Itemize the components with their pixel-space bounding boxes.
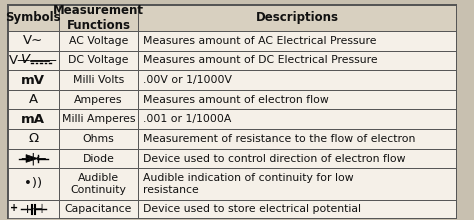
Text: .00V or 1/1000V: .00V or 1/1000V <box>143 75 232 85</box>
Bar <box>59 149 138 168</box>
Bar <box>138 51 457 70</box>
Bar <box>138 90 457 110</box>
Bar <box>8 4 59 31</box>
Text: V∼: V∼ <box>23 34 44 47</box>
Text: Measurement of resistance to the flow of electron: Measurement of resistance to the flow of… <box>143 134 416 144</box>
Text: mV: mV <box>21 73 45 86</box>
Bar <box>138 129 457 149</box>
Text: Audible indication of continuity for low
resistance: Audible indication of continuity for low… <box>143 173 354 195</box>
Bar <box>138 31 457 51</box>
Text: .001 or 1/1000A: .001 or 1/1000A <box>143 114 232 124</box>
Text: Measures amount of AC Electrical Pressure: Measures amount of AC Electrical Pressur… <box>143 36 377 46</box>
Text: Milli Volts: Milli Volts <box>73 75 124 85</box>
Text: Measures amount of DC Electrical Pressure: Measures amount of DC Electrical Pressur… <box>143 55 378 65</box>
Bar <box>8 110 59 129</box>
Bar <box>138 200 457 219</box>
Text: A: A <box>29 93 38 106</box>
Bar <box>59 4 138 31</box>
Bar <box>59 129 138 149</box>
Text: mA: mA <box>21 113 45 126</box>
Bar <box>59 200 138 219</box>
Text: Milli Amperes: Milli Amperes <box>62 114 135 124</box>
Text: •)): •)) <box>24 178 42 191</box>
Text: →|←: →|← <box>20 152 46 165</box>
Bar <box>8 70 59 90</box>
Bar <box>138 168 457 200</box>
Text: Symbols: Symbols <box>5 11 61 24</box>
Bar <box>59 70 138 90</box>
Bar <box>138 70 457 90</box>
Text: Ohms: Ohms <box>82 134 114 144</box>
Bar <box>59 31 138 51</box>
Bar <box>59 90 138 110</box>
Text: Audible
Continuity: Audible Continuity <box>71 173 127 195</box>
Text: Diode: Diode <box>82 154 114 163</box>
Text: +: + <box>10 203 18 213</box>
Text: Amperes: Amperes <box>74 95 123 105</box>
Text: Measurement
Functions: Measurement Functions <box>53 4 144 31</box>
Bar <box>138 4 457 31</box>
Text: AC Voltage: AC Voltage <box>69 36 128 46</box>
Text: Ω: Ω <box>28 132 38 145</box>
Bar <box>8 129 59 149</box>
Bar <box>8 90 59 110</box>
Bar <box>8 200 59 219</box>
Bar <box>8 31 59 51</box>
Text: V———: V——— <box>9 54 58 67</box>
Bar <box>8 149 59 168</box>
Bar <box>138 149 457 168</box>
Bar <box>8 168 59 200</box>
Bar <box>8 51 59 70</box>
Bar <box>59 51 138 70</box>
Text: +⊣: +⊣ <box>22 203 45 216</box>
Text: Device used to control direction of electron flow: Device used to control direction of elec… <box>143 154 406 163</box>
Text: Device used to store electrical potential: Device used to store electrical potentia… <box>143 205 361 214</box>
Bar <box>8 149 59 168</box>
Text: Capacitance: Capacitance <box>65 205 132 214</box>
Text: V: V <box>20 53 30 66</box>
Bar <box>8 51 59 70</box>
Bar <box>138 110 457 129</box>
Bar <box>8 200 59 219</box>
Polygon shape <box>26 155 37 162</box>
Bar <box>59 168 138 200</box>
Bar <box>59 110 138 129</box>
Text: Descriptions: Descriptions <box>256 11 339 24</box>
Text: Measures amount of electron flow: Measures amount of electron flow <box>143 95 329 105</box>
Text: DC Voltage: DC Voltage <box>68 55 129 65</box>
